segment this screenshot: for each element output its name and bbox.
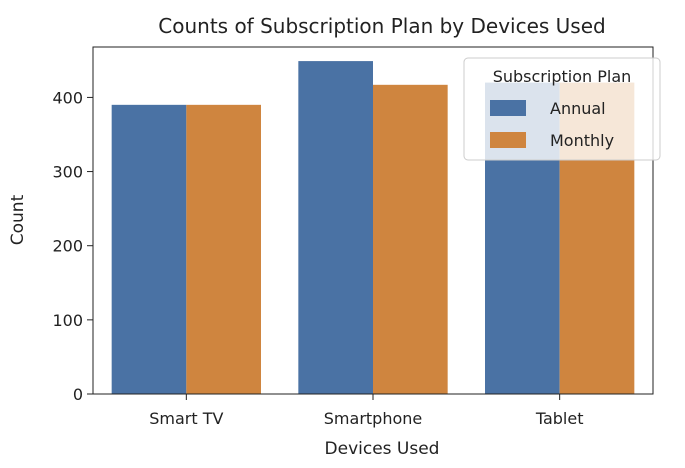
y-axis: 0 100 200 300 400 — [52, 88, 93, 404]
y-tick-label: 300 — [52, 163, 83, 182]
x-tick-label: Tablet — [535, 409, 584, 428]
x-axis-label: Devices Used — [325, 439, 440, 459]
bar-monthly-smart-tv — [186, 104, 261, 394]
y-tick-label: 0 — [73, 385, 83, 404]
bar-annual-smartphone — [298, 61, 373, 394]
bar-monthly-smartphone — [373, 84, 448, 395]
legend-title: Subscription Plan — [493, 67, 632, 86]
legend: Subscription Plan Annual Monthly — [463, 57, 661, 161]
x-tick-label: Smartphone — [324, 409, 422, 428]
x-axis: Smart TV Smartphone Tablet — [149, 394, 583, 428]
x-tick-label: Smart TV — [149, 409, 223, 428]
legend-label-annual: Annual — [550, 99, 606, 118]
y-tick-label: 400 — [52, 88, 83, 107]
y-axis-label: Count — [8, 194, 28, 245]
chart-title: Counts of Subscription Plan by Devices U… — [158, 14, 605, 38]
legend-label-monthly: Monthly — [550, 131, 614, 150]
y-tick-label: 100 — [52, 311, 83, 330]
legend-swatch-monthly — [490, 132, 526, 148]
y-tick-label: 200 — [52, 237, 83, 256]
legend-swatch-annual — [490, 100, 526, 116]
bars-layer — [111, 61, 635, 395]
bar-annual-smart-tv — [111, 104, 187, 394]
